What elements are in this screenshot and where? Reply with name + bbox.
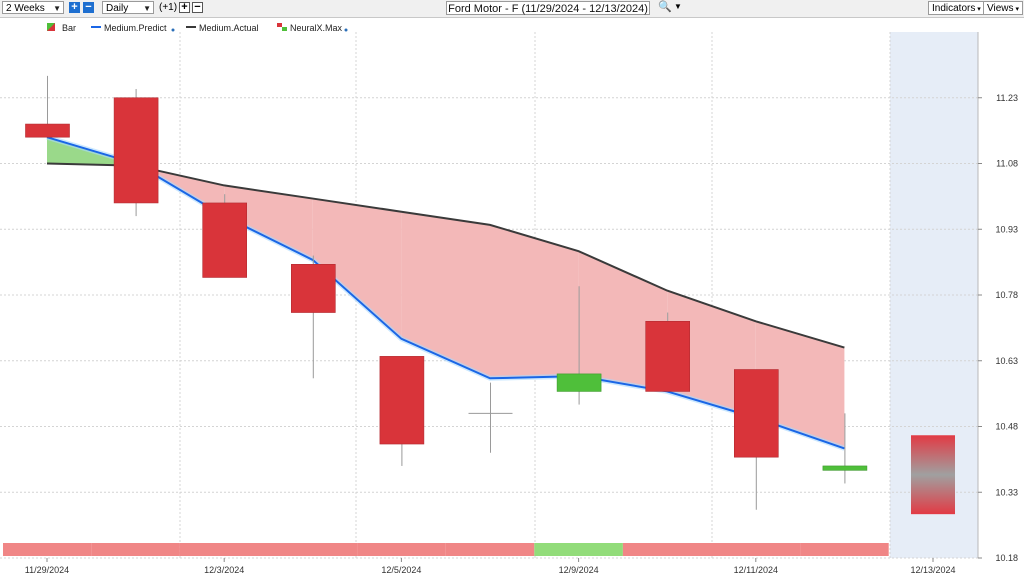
chevron-down-icon[interactable]: ▼ [674, 2, 682, 11]
indicators-label: Indicators [932, 3, 976, 14]
y-tick-label-4: 10.63 [995, 356, 1018, 366]
candle-body-9 [822, 465, 868, 471]
candles [25, 75, 955, 515]
candle-body-8 [733, 369, 779, 458]
period-value: 2 Weeks [6, 3, 45, 14]
neuralx-band-0 [3, 543, 92, 556]
series-lines [46, 134, 846, 451]
x-tick-label-1: 12/3/2024 [204, 565, 244, 575]
x-tick-label-3: 12/9/2024 [559, 565, 599, 575]
legend-neuralx-swatch-red [277, 23, 282, 27]
candle-body-7 [645, 320, 691, 392]
legend-predict-dot [171, 28, 175, 32]
y-tick-label-0: 11.23 [996, 93, 1018, 103]
neuralx-band-3 [268, 543, 358, 556]
offset-plus-icon[interactable]: + [179, 2, 190, 13]
medium-actual-line [46, 162, 845, 349]
period-select[interactable]: 2 Weeks ▼ [2, 1, 64, 14]
y-tick-label-6: 10.33 [995, 487, 1018, 497]
neuralx-band-9 [800, 543, 889, 556]
neuralx-band [3, 543, 889, 556]
legend-bar-label: Bar [62, 23, 76, 33]
plus-icon[interactable]: + [69, 2, 80, 13]
y-tick-label-1: 11.08 [996, 159, 1018, 169]
y-tick-label-7: 10.18 [995, 553, 1018, 563]
indicators-button[interactable]: Indicators ▾ [928, 1, 985, 15]
chevron-down-icon: ▼ [143, 4, 151, 13]
y-tick-label-5: 10.48 [995, 422, 1018, 432]
legend-medium-predict[interactable]: Medium.Predict [91, 23, 175, 33]
y-tick-label-2: 10.93 [995, 224, 1018, 234]
offset-minus-icon[interactable]: − [192, 2, 203, 13]
interval-select[interactable]: Daily ▼ [102, 1, 154, 14]
neuralx-band-8 [711, 543, 801, 556]
legend-actual-label: Medium.Actual [199, 23, 259, 33]
x-tick-label-5: 12/13/2024 [910, 565, 955, 575]
views-button[interactable]: Views ▾ [983, 1, 1023, 15]
candle-body-2 [202, 202, 247, 278]
neuralx-band-6 [534, 543, 623, 556]
views-label: Views [987, 3, 1014, 14]
legend-bar[interactable]: Bar [47, 23, 76, 33]
neuralx-band-5 [445, 543, 535, 556]
y-tick-label-3: 10.78 [995, 290, 1018, 300]
candle-body-1 [113, 97, 159, 204]
legend-medium-actual[interactable]: Medium.Actual [186, 23, 259, 33]
x-axis: 11/29/2024 12/3/2024 12/5/2024 12/9/2024 12/… [25, 558, 956, 575]
interval-value: Daily [106, 3, 129, 14]
candle-body-3 [290, 264, 336, 313]
search-icon[interactable]: 🔍 [658, 1, 672, 13]
legend: Bar Medium.Predict Medium.Actual NeuralX… [47, 23, 348, 33]
neuralx-band-1 [91, 543, 180, 556]
candle-body-6 [556, 373, 602, 392]
medium-predict-line [46, 136, 845, 450]
candle-body-4 [379, 356, 425, 445]
y-axis: 11.23 11.08 10.93 10.78 10.63 10.48 10.33 10.18 [978, 93, 1018, 563]
symbol-title[interactable]: Ford Motor - F (11/29/2024 - 12/13/2024) [446, 1, 650, 15]
x-tick-label-4: 12/11/2024 [734, 565, 778, 575]
area-fill-6 [578, 251, 668, 392]
toolbar: 2 Weeks ▼ + − Daily ▼ (+1) + − Ford Moto… [0, 0, 1024, 18]
neuralx-band-4 [357, 543, 446, 556]
neuralx-band-7 [622, 543, 712, 556]
x-tick-label-0: 11/29/2024 [25, 565, 69, 575]
forecast-candle [911, 435, 955, 515]
legend-predict-label: Medium.Predict [104, 23, 167, 33]
area-fill-3 [312, 198, 402, 339]
area-fill-4 [401, 211, 490, 379]
candle-body-0 [25, 123, 70, 138]
legend-neuralx-max[interactable]: NeuralX.Max [277, 23, 348, 33]
minus-icon[interactable]: − [83, 2, 94, 13]
legend-neuralx-swatch-green [282, 27, 287, 31]
neuralx-band-2 [179, 543, 269, 556]
x-tick-label-2: 12/5/2024 [381, 565, 421, 575]
area-fill-5 [490, 224, 579, 379]
legend-bar-swatch-down [47, 23, 55, 31]
chevron-down-icon: ▼ [53, 4, 61, 13]
legend-neuralx-dot [344, 28, 348, 32]
offset-label: (+1) [159, 2, 178, 13]
legend-neuralx-label: NeuralX.Max [290, 23, 343, 33]
